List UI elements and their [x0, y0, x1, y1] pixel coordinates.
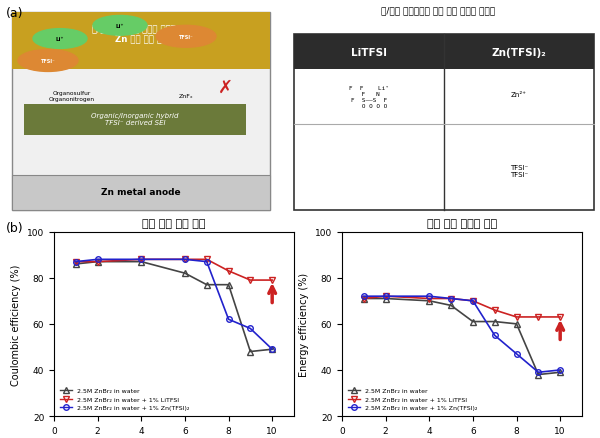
FancyBboxPatch shape — [294, 35, 594, 70]
Text: 유/무기 하이브리드 피막 형성 쳊가제 후보군: 유/무기 하이브리드 피막 형성 쳊가제 후보군 — [381, 7, 495, 16]
Legend: 2.5M ZnBr₂ in water, 2.5M ZnBr₂ in water + 1% LiTFSI, 2.5M ZnBr₂ in water + 1% Z: 2.5M ZnBr₂ in water, 2.5M ZnBr₂ in water… — [57, 386, 192, 413]
Y-axis label: Energy efficiency (%): Energy efficiency (%) — [299, 272, 310, 376]
Text: ✗: ✗ — [217, 78, 233, 97]
Circle shape — [18, 50, 78, 72]
Text: TFSI⁻: TFSI⁻ — [179, 35, 193, 40]
Text: (a): (a) — [6, 7, 23, 20]
Text: TFSI⁻
TFSI⁻: TFSI⁻ TFSI⁻ — [510, 164, 528, 177]
FancyBboxPatch shape — [294, 35, 594, 210]
FancyBboxPatch shape — [12, 175, 270, 210]
Text: Zn metal anode: Zn metal anode — [101, 187, 181, 196]
Title: 상온 수명 에너지 효율: 상온 수명 에너지 효율 — [427, 219, 497, 229]
Circle shape — [93, 16, 147, 36]
Text: Zn²⁺: Zn²⁺ — [511, 92, 527, 98]
Text: 유/무기 하이브리드 보호막 형성을 통한
Zn 음극 표면 제어: 유/무기 하이브리드 보호막 형성을 통한 Zn 음극 표면 제어 — [92, 24, 190, 44]
Text: (b): (b) — [6, 221, 23, 234]
Text: Zn(TFSI)₂: Zn(TFSI)₂ — [491, 48, 547, 57]
FancyBboxPatch shape — [12, 13, 270, 210]
Y-axis label: Coulombic efficiency (%): Coulombic efficiency (%) — [11, 264, 22, 385]
Circle shape — [33, 30, 87, 49]
Text: Li⁺: Li⁺ — [56, 37, 64, 42]
Title: 상온 수명 콜롱 효율: 상온 수명 콜롱 효율 — [142, 219, 206, 229]
Text: ZnFₓ: ZnFₓ — [179, 94, 193, 99]
FancyBboxPatch shape — [12, 13, 270, 70]
Legend: 2.5M ZnBr₂ in water, 2.5M ZnBr₂ in water + 1% LiTFSI, 2.5M ZnBr₂ in water + 1% Z: 2.5M ZnBr₂ in water, 2.5M ZnBr₂ in water… — [345, 386, 480, 413]
FancyBboxPatch shape — [24, 105, 246, 136]
Text: F  F    Li⁺
 F   N
F  S——S  F
   O O O O: F F Li⁺ F N F S——S F O O O O — [349, 86, 389, 109]
Circle shape — [156, 26, 216, 48]
Text: Li⁺: Li⁺ — [116, 24, 124, 29]
Text: Organosulfur
Organonitrogen: Organosulfur Organonitrogen — [49, 91, 95, 102]
Text: TFSI⁻: TFSI⁻ — [41, 59, 55, 64]
Text: LiTFSI: LiTFSI — [351, 48, 387, 57]
Text: Organic/Inorganic hybrid
TFSI⁻ derived SEI: Organic/Inorganic hybrid TFSI⁻ derived S… — [91, 113, 179, 126]
